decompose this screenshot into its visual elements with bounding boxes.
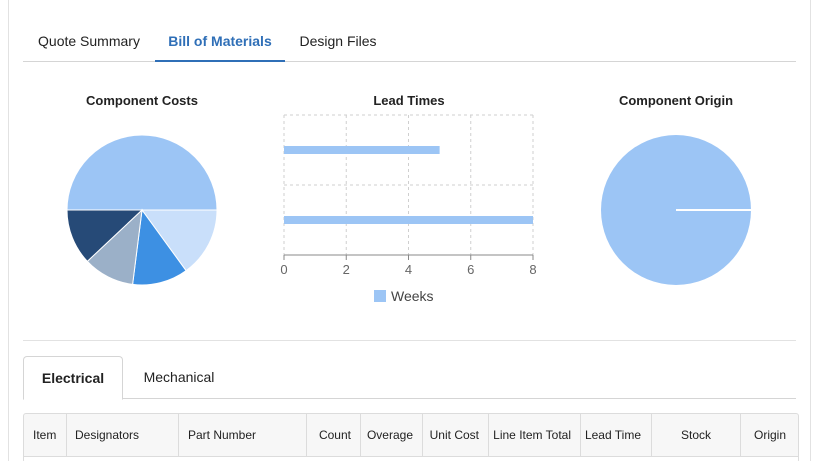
lead-times-title: Lead Times: [373, 93, 445, 108]
tab-mechanical[interactable]: Mechanical: [143, 369, 215, 385]
tab-design-files[interactable]: Design Files: [299, 33, 377, 49]
component-costs-pie: [66, 134, 218, 286]
section-divider: [23, 340, 796, 341]
table-row: [24, 456, 798, 461]
legend-swatch: [374, 290, 386, 302]
legend-label: Weeks: [391, 288, 434, 304]
pie-slice: [141, 209, 218, 272]
tab-bill-of-materials[interactable]: Bill of Materials: [155, 22, 285, 62]
column-header-unit-cost[interactable]: Unit Cost: [423, 414, 489, 456]
x-tick-label: 0: [280, 262, 287, 277]
column-header-overage[interactable]: Overage: [361, 414, 423, 456]
column-header-line-item-total[interactable]: Line Item Total: [489, 414, 581, 456]
main-tabs: Quote Summary Bill of Materials Design F…: [23, 22, 796, 62]
column-header-origin[interactable]: Origin: [741, 414, 798, 456]
x-tick-label: 8: [529, 262, 536, 277]
column-header-count[interactable]: Count: [307, 414, 361, 456]
x-tick-label: 4: [405, 262, 412, 277]
column-header-part-number[interactable]: Part Number: [179, 414, 307, 456]
content-panel: [8, 0, 811, 461]
bom-table: Item Designators Part Number Count Overa…: [23, 413, 799, 461]
component-origin-pie: [601, 135, 751, 285]
component-costs-title: Component Costs: [86, 93, 198, 108]
bar: [284, 146, 440, 154]
component-origin-title: Component Origin: [618, 93, 734, 108]
x-tick-label: 6: [467, 262, 474, 277]
bar: [284, 216, 533, 224]
bom-subtabs: Electrical Mechanical: [23, 356, 796, 400]
x-tick-label: 2: [343, 262, 350, 277]
tab-electrical[interactable]: Electrical: [23, 356, 123, 400]
pie-slice: [66, 134, 218, 211]
column-header-item[interactable]: Item: [24, 414, 67, 456]
lead-times-bar-chart: 0 2 4 6 8 Weeks: [280, 114, 537, 304]
column-header-stock[interactable]: Stock: [652, 414, 741, 456]
pie-slice: [66, 209, 144, 263]
column-header-lead-time[interactable]: Lead Time: [581, 414, 652, 456]
column-header-designators[interactable]: Designators: [67, 414, 179, 456]
tab-quote-summary[interactable]: Quote Summary: [38, 33, 140, 49]
